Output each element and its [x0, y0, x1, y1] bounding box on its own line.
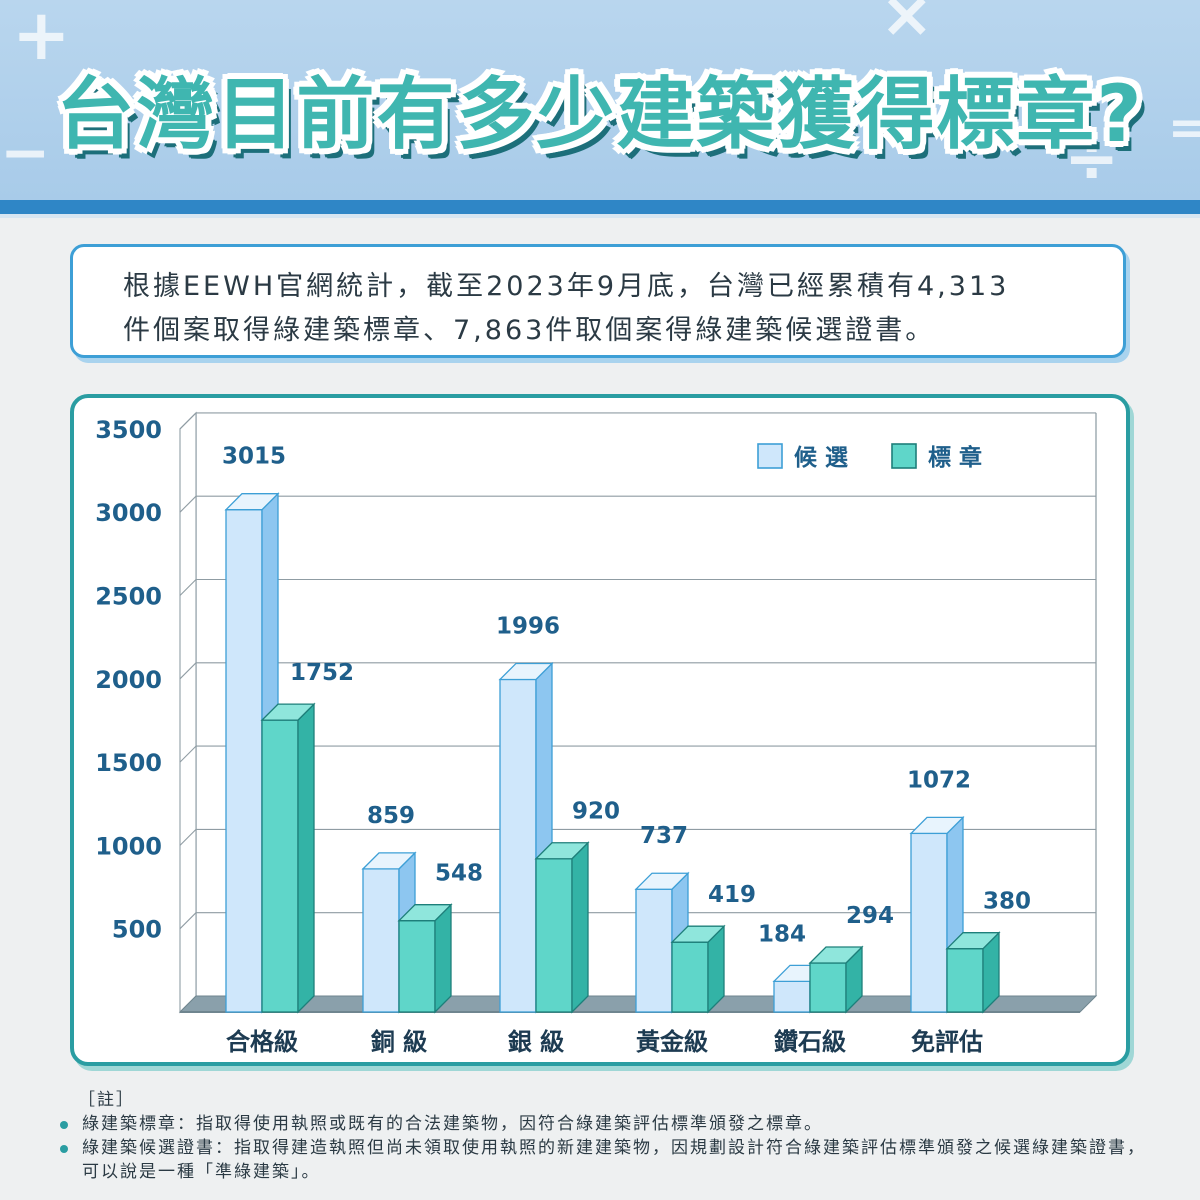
data-label: 1752 — [290, 660, 354, 686]
bar-candidate-front — [225, 509, 263, 1013]
y-tick-label: 500 — [112, 916, 162, 944]
gridline-side — [179, 495, 197, 513]
x-tick-label: 銅 級 — [371, 1028, 427, 1056]
bar-chart: 500 1000 1500 2000 2500 3000 3500 3015 1752 合格級 85… — [95, 411, 1098, 1056]
legend-label-candidate: 候 選 — [794, 445, 848, 471]
x-tick-label: 黃金級 — [636, 1028, 708, 1056]
data-label: 3015 — [222, 444, 286, 470]
left-side-wall — [179, 411, 197, 1014]
y-tick-label: 2000 — [95, 666, 162, 694]
bar-candidate-top — [909, 816, 965, 835]
bar-candidate-front — [910, 832, 948, 1013]
gridline-side — [179, 829, 197, 846]
minus-decoration-icon: − — [0, 118, 51, 188]
y-tick-label: 2500 — [95, 583, 162, 611]
legend-swatch-candidate — [757, 443, 783, 469]
x-tick-label: 合格級 — [226, 1028, 298, 1056]
data-label: 1996 — [496, 613, 560, 639]
data-label: 419 — [708, 882, 756, 908]
bar-label-top — [260, 703, 316, 721]
note-item: 綠建築候選證書：指取得建造執照但尚未領取使用執照的新建建築物，因規劃設計符合綠建… — [60, 1136, 1160, 1184]
data-label: 737 — [640, 823, 688, 849]
y-tick-label: 3500 — [95, 416, 162, 444]
bar-candidate-top — [224, 493, 280, 511]
x-tick-label: 銀 級 — [508, 1028, 564, 1056]
divide-decoration-icon: ÷ — [1064, 120, 1120, 197]
bar-candidate-front — [773, 980, 811, 1013]
gridline-side — [179, 412, 197, 430]
bar-label-front — [261, 719, 299, 1013]
bar-label-front — [671, 941, 709, 1013]
notes-heading: ［註］ — [78, 1090, 135, 1110]
bar-label-top — [534, 842, 590, 860]
notes: ［註］ 綠建築標章：指取得使用執照或既有的合法建築物，因符合綠建築評估標準頒發之… — [60, 1088, 1160, 1184]
chart-panel: 500 1000 1500 2000 2500 3000 3500 3015 1752 合格級 85… — [70, 394, 1130, 1066]
x-tick-label: 鑽石級 — [774, 1028, 846, 1056]
data-label: 548 — [435, 861, 483, 887]
times-decoration-icon: × — [880, 0, 934, 52]
bar-label-side — [571, 841, 589, 1014]
bar-label-front — [946, 948, 984, 1013]
bar-label-top — [670, 925, 726, 943]
bar-label-front — [809, 962, 847, 1013]
bar-candidate-front — [499, 678, 537, 1013]
header-banner: + × − ÷ = 台灣目前有多少建築獲得標章? — [0, 0, 1200, 200]
data-label: 380 — [983, 889, 1031, 915]
data-label: 294 — [846, 903, 894, 929]
legend-swatch-label — [891, 443, 917, 469]
page-title: 台灣目前有多少建築獲得標章? — [56, 70, 1144, 160]
data-label: 920 — [572, 799, 620, 825]
y-tick-label: 1000 — [95, 832, 162, 860]
bar-label-side — [297, 702, 315, 1014]
header-divider-light — [0, 214, 1200, 218]
bar-candidate-front — [362, 868, 400, 1013]
header-divider — [0, 200, 1200, 214]
bar-label-front — [535, 858, 573, 1013]
bar-label-top — [945, 932, 1001, 950]
x-tick-label: 免評估 — [911, 1028, 983, 1056]
bar-candidate-top — [634, 872, 690, 890]
gridline-side — [179, 912, 197, 930]
bar-label-top — [397, 904, 453, 922]
bar-candidate-top — [498, 662, 554, 681]
gridline-side — [179, 662, 197, 680]
bar-candidate-front — [635, 888, 673, 1013]
data-label: 859 — [367, 803, 415, 829]
legend-label-label: 標 章 — [928, 444, 982, 471]
gridline-side — [179, 579, 197, 596]
gridline-side — [179, 745, 197, 763]
bar-candidate-top — [361, 852, 417, 870]
data-label: 184 — [758, 921, 806, 947]
note-item: 綠建築標章：指取得使用執照或既有的合法建築物，因符合綠建築評估標準頒發之標章。 — [60, 1112, 1160, 1136]
data-label: 1072 — [907, 767, 971, 793]
bar-label-side — [434, 903, 452, 1014]
equals-decoration-icon: = — [1168, 100, 1200, 156]
y-tick-label: 1500 — [95, 749, 162, 777]
y-tick-label: 3000 — [95, 499, 162, 527]
plus-decoration-icon: + — [12, 0, 71, 76]
bar-label-top — [808, 946, 864, 964]
summary-box: 根據EEWH官網統計，截至2023年9月底，台灣已經累積有4,313 件個案取得… — [70, 244, 1126, 358]
bar-label-front — [398, 920, 436, 1013]
